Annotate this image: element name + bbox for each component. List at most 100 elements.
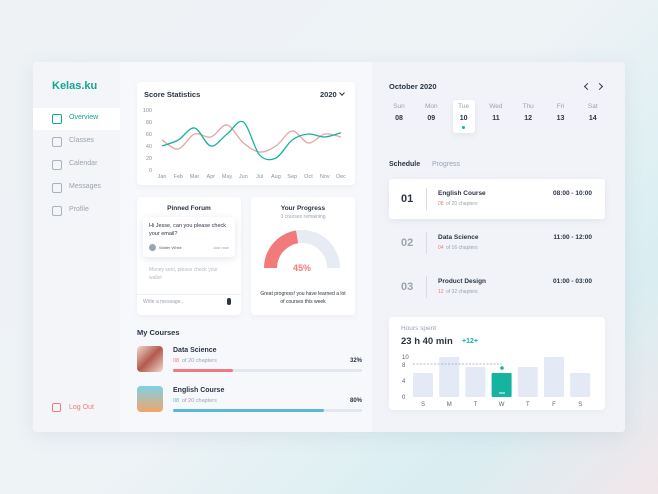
avatar (149, 244, 156, 251)
gauge-label: 45% (293, 263, 311, 273)
divider (137, 294, 241, 295)
time: Just now (213, 245, 229, 250)
y-tick-label: 8 (402, 363, 406, 369)
tab[interactable]: Schedule (389, 161, 421, 168)
progress-fill (173, 369, 234, 372)
x-tick-label: Aug (271, 174, 281, 180)
day-name: Sat (587, 103, 598, 110)
nav-icon (52, 137, 62, 147)
chapters-total: of 32 chapters (446, 289, 478, 295)
course-row[interactable]: English Course 08 of 20 chapters 80% (137, 386, 363, 416)
day[interactable]: Tue 10 (452, 100, 475, 133)
nav-item[interactable]: Classes (33, 131, 120, 153)
selected-dot (462, 126, 466, 129)
tab[interactable]: Progress (432, 161, 461, 168)
nav-item[interactable]: Profile (33, 200, 120, 222)
schedule-item[interactable]: 01 English Course 08 of 20 chapters 08:00 - … (389, 179, 605, 219)
mic-icon (227, 298, 231, 305)
x-tick-label: Mar (190, 174, 200, 180)
logout-icon (52, 403, 61, 412)
bar (570, 373, 591, 397)
x-tick-label: F (552, 402, 556, 408)
percent: 80% (349, 398, 362, 404)
item-name: Data Science (438, 234, 479, 241)
bar (439, 357, 460, 397)
section-title: My Courses (137, 328, 180, 337)
day-date: 13 (556, 115, 565, 122)
day[interactable]: Wed 11 (485, 100, 507, 133)
placeholder: Write a message... (143, 299, 185, 305)
nav-label: Classes (69, 137, 94, 144)
day[interactable]: Sat 14 (582, 100, 604, 133)
subtitle: 3 courses remaining (280, 214, 326, 220)
x-tick-label: Feb (174, 174, 183, 180)
chart: 0 20 40 60 80 100 Jan Feb Mar Apr May Jun Jul Aug Sep O… (143, 108, 346, 180)
y-tick-label: 0 (149, 168, 152, 174)
day-date: 10 (459, 115, 468, 122)
x-tick-label: T (526, 402, 530, 408)
schedule-item[interactable]: 02 Data Science 04 of 16 chapters 11:00 - 12… (389, 223, 605, 263)
course-name: English Course (173, 387, 225, 394)
day-date: 08 (395, 115, 403, 122)
gauge-fill (264, 230, 299, 268)
year-select[interactable]: 2020 (320, 90, 350, 100)
bar (491, 373, 512, 397)
bar (413, 373, 433, 397)
nav-item[interactable]: Calendar (33, 154, 120, 176)
item-index: 03 (401, 281, 414, 293)
y-tick-label: 60 (146, 132, 152, 138)
logo: Kelas.ku (52, 80, 98, 92)
course-thumb (137, 386, 163, 412)
logout[interactable]: Log Out (52, 402, 102, 414)
day-date: 09 (427, 115, 436, 122)
day[interactable]: Thu 12 (517, 100, 539, 133)
progress-track (173, 369, 362, 372)
day-name: Mon (424, 103, 438, 110)
nav-icon (52, 183, 62, 193)
calendar-title: October 2020 (389, 82, 437, 91)
day[interactable]: Sun 08 (388, 100, 410, 133)
line-series (161, 120, 342, 161)
reply: Money sent, please check your wallet (149, 267, 218, 281)
x-tick-label: May (222, 174, 233, 180)
day[interactable]: Fri 13 (550, 100, 572, 133)
course-row[interactable]: Data Science 08 of 20 chapters 32% (137, 346, 363, 376)
nav-icon (52, 206, 62, 216)
x-tick-label: Jul (256, 174, 263, 180)
day-date: 11 (492, 115, 500, 122)
x-tick-label: Sep (287, 174, 297, 180)
item-time: 11:00 - 12:00 (553, 234, 592, 241)
divider (426, 276, 427, 298)
item-time: 01:00 - 03:00 (552, 278, 592, 285)
card-title: Your Progress (280, 205, 326, 212)
day-name: Sun (393, 103, 405, 110)
course-name: Data Science (173, 347, 217, 354)
logout-label: Log Out (69, 404, 94, 411)
x-tick-label: S (421, 402, 425, 408)
progress-fill (173, 409, 325, 412)
message: Great progress! you have learned a lot o… (260, 291, 346, 305)
score-card: Score Statistics 2020 0 20 40 60 80 100 Jan Feb Ma… (137, 82, 355, 185)
nav-item[interactable]: Overview (33, 108, 120, 130)
item-name: Product Design (438, 278, 487, 285)
chart: 0 4 8 10 S M T W T F S (402, 355, 591, 408)
y-tick-label: 40 (146, 144, 152, 150)
schedule-item[interactable]: 03 Product Design 12 of 32 chapters 01:00 - … (389, 267, 605, 307)
x-tick-label: M (447, 402, 452, 408)
chart: 45% (264, 229, 340, 273)
x-tick-label: Jan (158, 174, 167, 180)
day-name: Tue (458, 103, 470, 110)
nav-item[interactable]: Messages (33, 177, 120, 199)
nav-label: Calendar (69, 160, 98, 167)
message-bubble: Hi Jesse, can you please check your emai… (143, 217, 235, 257)
marker-dot (500, 366, 504, 370)
bar (465, 367, 486, 397)
day[interactable]: Mon 09 (420, 100, 442, 133)
x-tick-label: Oct (304, 174, 313, 180)
y-tick-label: 4 (402, 379, 406, 385)
day-name: Fri (556, 103, 565, 110)
message-input[interactable]: Write a message... (143, 297, 235, 309)
y-tick-label: 20 (146, 156, 152, 162)
x-tick-label: S (578, 402, 582, 408)
